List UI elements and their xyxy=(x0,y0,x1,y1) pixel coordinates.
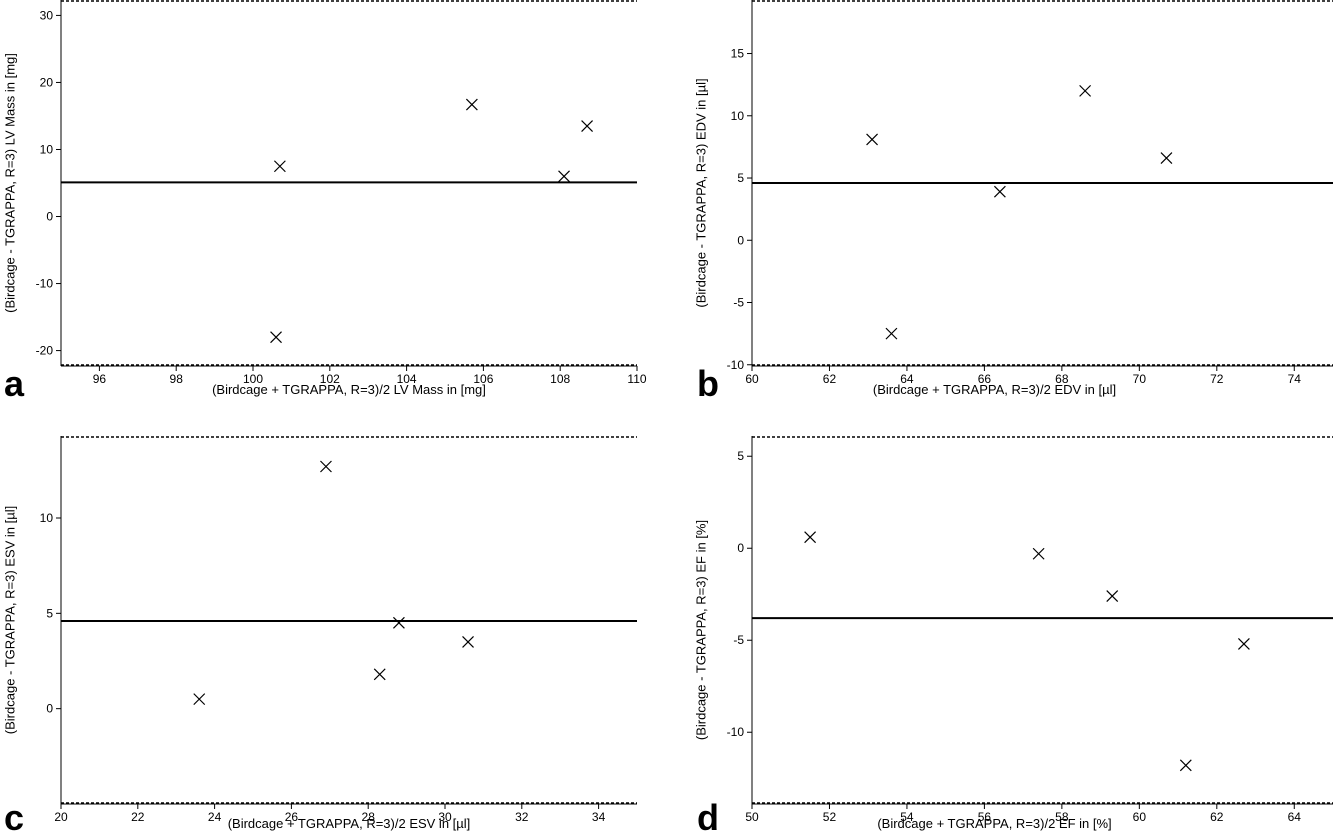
x-tick-label: 20 xyxy=(54,810,68,824)
x-tick-label: 60 xyxy=(745,372,759,386)
x-tick-label: 96 xyxy=(93,372,107,386)
panel-letter: b xyxy=(697,363,719,404)
x-tick-label: 102 xyxy=(320,372,340,386)
x-tick-label: 24 xyxy=(208,810,222,824)
x-tick-label: 52 xyxy=(823,810,837,824)
panel-letter: a xyxy=(4,363,25,404)
y-tick-label: 0 xyxy=(737,541,744,555)
x-tick-label: 34 xyxy=(592,810,606,824)
y-tick-label: -20 xyxy=(36,344,54,358)
data-point-marker xyxy=(866,133,878,146)
panel-letter: d xyxy=(697,797,719,833)
y-tick-label: 0 xyxy=(737,233,744,247)
x-tick-label: 98 xyxy=(170,372,184,386)
data-point-marker xyxy=(581,120,594,132)
y-tick-label: 20 xyxy=(40,75,54,89)
x-tick-label: 28 xyxy=(362,810,376,824)
x-tick-label: 72 xyxy=(1210,372,1224,386)
y-tick-label: 30 xyxy=(40,8,54,22)
y-tick-label: -10 xyxy=(727,725,745,739)
data-point-marker xyxy=(558,170,570,183)
x-tick-label: 70 xyxy=(1133,372,1147,386)
y-tick-label: 10 xyxy=(731,109,745,123)
x-tick-label: 30 xyxy=(438,810,452,824)
x-tick-label: 62 xyxy=(1210,810,1224,824)
y-tick-label: 5 xyxy=(737,449,744,463)
x-axis-title: (Birdcage + TGRAPPA, R=3)/2 ESV in [µl] xyxy=(228,816,471,831)
y-tick-label: 0 xyxy=(46,210,53,224)
data-point-marker xyxy=(804,531,817,544)
y-axis-title: (Birdcage - TGRAPPA, R=3) ESV in [µl] xyxy=(2,506,17,734)
x-tick-label: 64 xyxy=(900,372,914,386)
panel-letter: c xyxy=(4,797,24,833)
x-tick-label: 56 xyxy=(978,810,992,824)
chart-panel-c: 20 22 24 26 28 30 32 34 0 5 10 (Birdcage + TGRAPPA,… xyxy=(2,436,637,833)
x-tick-label: 74 xyxy=(1288,372,1302,386)
data-point-marker xyxy=(273,160,286,173)
x-tick-label: 32 xyxy=(515,810,529,824)
x-tick-label: 58 xyxy=(1055,810,1069,824)
y-axis-title: (Birdcage - TGRAPPA, R=3) EF in [%] xyxy=(693,520,708,740)
x-tick-label: 64 xyxy=(1288,810,1302,824)
data-point-marker xyxy=(993,185,1006,198)
x-tick-label: 104 xyxy=(397,372,417,386)
y-tick-label: 10 xyxy=(40,511,54,525)
x-tick-label: 60 xyxy=(1133,810,1147,824)
x-axis-title: (Birdcage + TGRAPPA, R=3)/2 EDV in [µl] xyxy=(873,382,1116,397)
y-tick-label: 15 xyxy=(731,47,745,61)
data-point-marker xyxy=(885,327,898,340)
x-axis-title: (Birdcage + TGRAPPA, R=3)/2 LV Mass in [… xyxy=(212,382,486,397)
y-tick-label: 5 xyxy=(46,606,53,620)
data-point-marker xyxy=(462,636,474,648)
x-tick-label: 54 xyxy=(900,810,914,824)
y-tick-label: 0 xyxy=(46,702,53,716)
x-tick-label: 108 xyxy=(550,372,570,386)
data-point-marker xyxy=(1106,590,1119,603)
data-point-marker xyxy=(373,668,386,681)
data-point-marker xyxy=(392,616,405,629)
data-point-marker xyxy=(320,460,332,473)
x-tick-label: 62 xyxy=(823,372,837,386)
y-tick-label: 5 xyxy=(737,171,744,185)
data-point-marker xyxy=(193,693,206,706)
y-tick-label: -5 xyxy=(733,296,744,310)
y-tick-label: -5 xyxy=(733,633,744,647)
data-point-marker xyxy=(270,331,282,344)
data-point-marker xyxy=(1160,152,1173,165)
data-point-marker xyxy=(1079,84,1092,97)
x-tick-label: 66 xyxy=(978,372,992,386)
chart-panel-a: 96 98 100 102 104 106 108 110 -20 -10 0 10 20 30 (Bird… xyxy=(2,0,647,404)
data-point-marker xyxy=(1179,759,1192,772)
x-tick-label: 106 xyxy=(473,372,493,386)
x-tick-label: 110 xyxy=(627,372,646,386)
y-tick-label: 10 xyxy=(40,142,54,156)
x-tick-label: 26 xyxy=(285,810,299,824)
data-point-marker xyxy=(1237,637,1250,650)
y-tick-label: -10 xyxy=(727,358,745,372)
x-axis-title: (Birdcage + TGRAPPA, R=3)/2 EF in [%] xyxy=(877,816,1111,831)
y-axis-title: (Birdcage - TGRAPPA, R=3) EDV in [µl] xyxy=(693,78,708,307)
chart-panel-d: 50 52 54 56 58 60 62 64 -10 -5 0 5 (Birdcage + TGRAP… xyxy=(693,436,1333,833)
y-tick-label: -10 xyxy=(36,277,54,291)
data-point-marker xyxy=(465,98,478,111)
data-point-marker xyxy=(1032,547,1045,560)
chart-panel-b: 60 62 64 66 68 70 72 74 -10 -5 0 5 10 15 (Birdcage + T… xyxy=(693,0,1333,404)
x-tick-label: 100 xyxy=(243,372,263,386)
y-axis-title: (Birdcage - TGRAPPA, R=3) LV Mass in [mg… xyxy=(2,53,17,313)
x-tick-label: 22 xyxy=(131,810,145,824)
x-tick-label: 50 xyxy=(745,810,759,824)
x-tick-label: 68 xyxy=(1055,372,1069,386)
